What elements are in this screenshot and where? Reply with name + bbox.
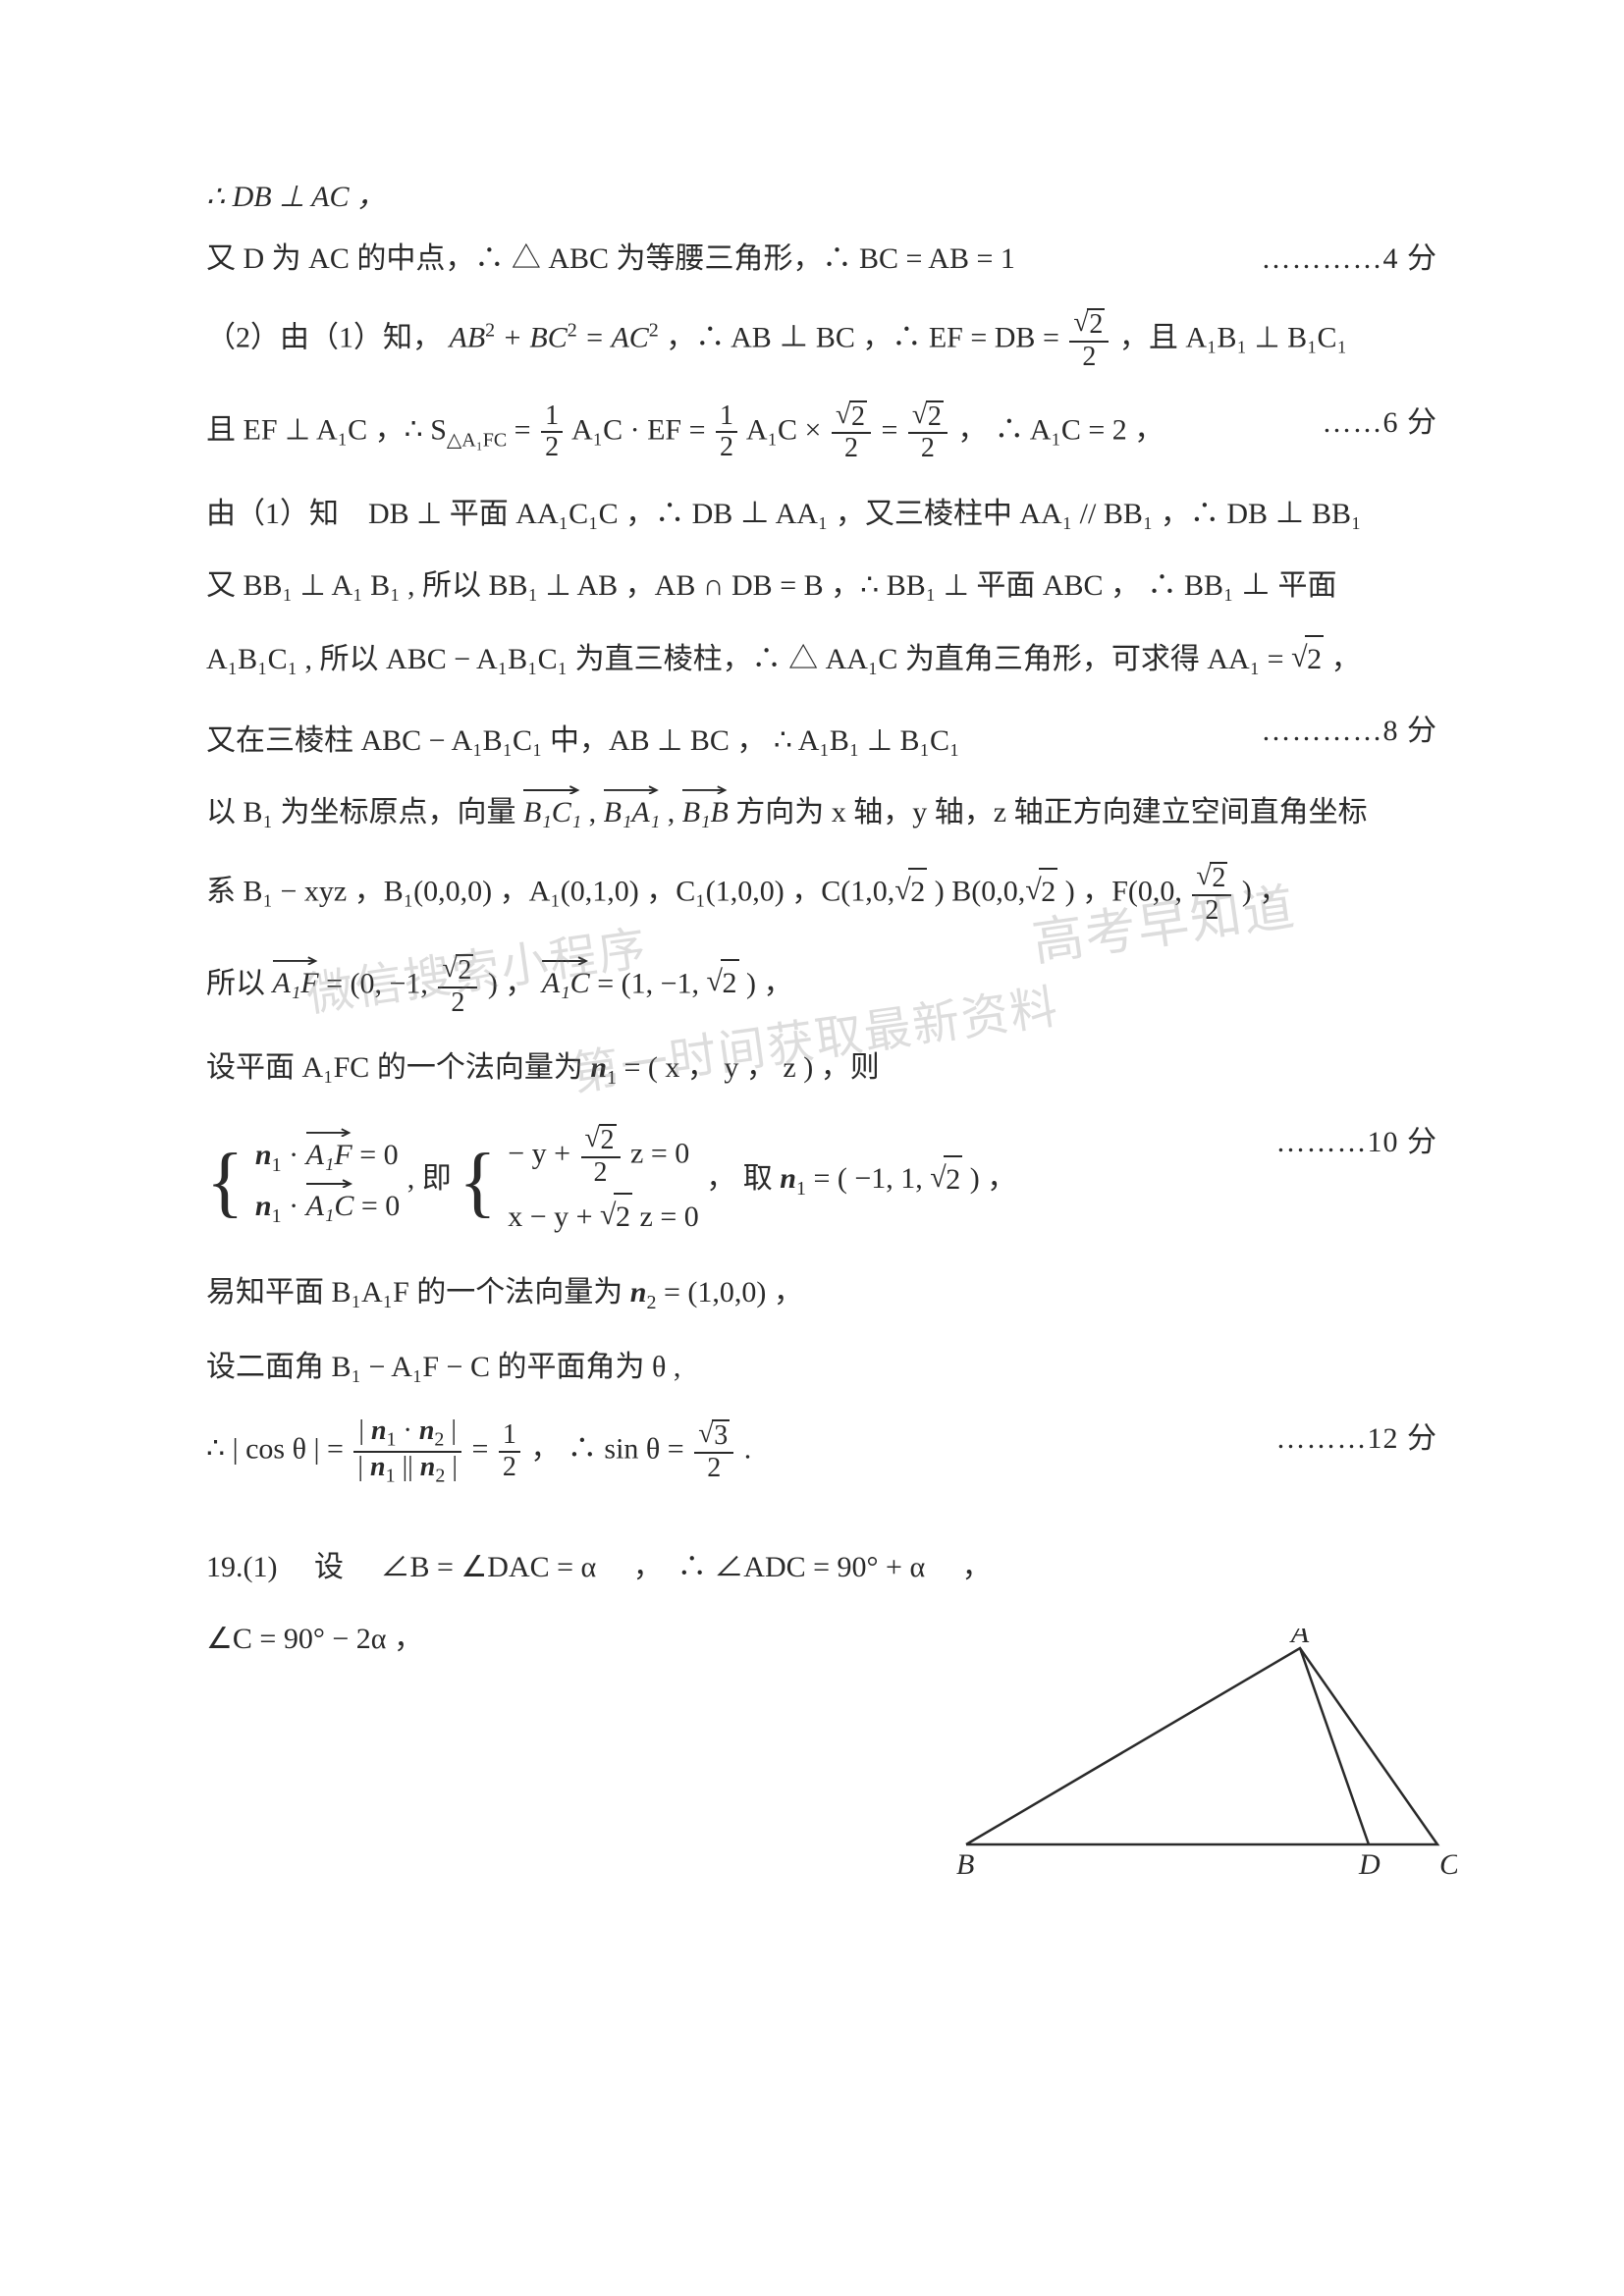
frac-sqrt2-2: 2 2 [1069,308,1109,373]
triangle-figure: A B C D [947,1629,1457,1884]
line-system: { n1 · A₁F = 0 n1 · A₁C = 0 , 即 { − y + … [206,1120,1437,1243]
vector-b1a1: B₁A₁ [604,790,661,834]
triangle-label-A: A [1289,1629,1310,1649]
line-14: 易知平面 B₁A₁F 的一个法向量为 n2 = (1,0,0) ， [206,1270,1437,1317]
line-3: （2）由（1）知， AB2 + BC2 = AC2 ，∴ AB ⊥ BC ，∴ … [206,308,1437,373]
score-12: 12 分 [1276,1416,1438,1461]
line-4: 且 EF ⊥ A₁C ，∴ S△A₁FC = 12 A₁C · EF = 12 … [206,400,1437,465]
vector-a1c: A₁C [542,961,590,1005]
vector-b1b: B₁B [682,790,729,834]
frac-cos: | n1 · n2 | | n1 || n2 | [353,1416,461,1486]
text: 又 D 为 AC 的中点，∴ △ ABC 为等腰三角形，∴ BC = AB = … [206,242,1015,275]
line-5: 由（1）知 DB ⊥ 平面 AA₁C₁C ，∴ DB ⊥ AA₁ ，又三棱柱中 … [206,492,1437,536]
brace-left-1: { [206,1143,244,1221]
line-9: 以 B₁ 为坐标原点，向量 B₁C₁ , B₁A₁ , B₁B 方向为 x 轴，… [206,790,1437,834]
line-11: 所以 A₁F = (0, −1, 22 ) ， A₁C = (1, −1, 2 … [206,954,1437,1019]
score-4: 4 分 [1262,237,1438,281]
line-12: 设平面 A₁FC 的一个法向量为 n1 = ( x ， y ， z ) ，则 [206,1045,1437,1093]
triangle-label-D: D [1358,1848,1380,1881]
line-6: 又 BB₁ ⊥ A₁ B₁ , 所以 BB₁ ⊥ AB ，AB ∩ DB = B… [206,563,1437,608]
line-7: A₁B₁C₁ , 所以 ABC − A₁B₁C₁ 为直三棱柱，∴ △ AA₁C … [206,635,1437,681]
line-16: ∴ | cos θ | = | n1 · n2 | | n1 || n2 | =… [206,1416,1437,1486]
line-15: 设二面角 B₁ − A₁F − C 的平面角为 θ , [206,1345,1437,1389]
vector-a1f: A₁F [273,961,319,1005]
score-6: 6 分 [1323,400,1438,445]
text: ∴ DB ⊥ AC ， [206,181,386,213]
line-2: 又 D 为 AC 的中点，∴ △ ABC 为等腰三角形，∴ BC = AB = … [206,237,1437,281]
line-1: ∴ DB ⊥ AC ， [206,175,1437,219]
brace-left-2: { [459,1143,496,1221]
text: （2）由（1）知， [206,322,442,354]
line-8: 又在三棱柱 ABC − A₁B₁C₁ 中，AB ⊥ BC ， ∴ A₁B₁ ⊥ … [206,719,1437,763]
line-17: 19.(1) 设 ∠B = ∠DAC = α ， ∴ ∠ADC = 90° + … [206,1545,1437,1589]
triangle-label-C: C [1439,1848,1457,1881]
triangle-label-B: B [956,1848,974,1881]
score-10: 10 分 [1276,1120,1438,1164]
line-10: 系 B₁ − xyz ，B₁(0,0,0) ，A₁(0,1,0) ，C₁(1,0… [206,862,1437,927]
vector-b1c1: B₁C₁ [523,790,581,834]
score-8: 8 分 [1262,709,1438,753]
